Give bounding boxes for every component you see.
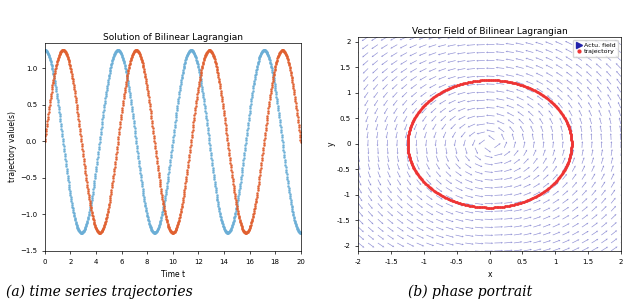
Text: (b) phase portrait: (b) phase portrait xyxy=(408,285,532,300)
Title: Solution of Bilinear Lagrangian: Solution of Bilinear Lagrangian xyxy=(103,33,243,42)
Title: Vector Field of Bilinear Lagrangian: Vector Field of Bilinear Lagrangian xyxy=(412,27,568,36)
Y-axis label: y: y xyxy=(327,142,336,146)
Text: (a) time series trajectories: (a) time series trajectories xyxy=(6,285,193,300)
Legend: Actu. field, trajectory: Actu. field, trajectory xyxy=(573,40,618,57)
X-axis label: Time t: Time t xyxy=(161,270,185,279)
Y-axis label: trajectory value(s): trajectory value(s) xyxy=(8,111,17,182)
X-axis label: x: x xyxy=(487,270,492,279)
